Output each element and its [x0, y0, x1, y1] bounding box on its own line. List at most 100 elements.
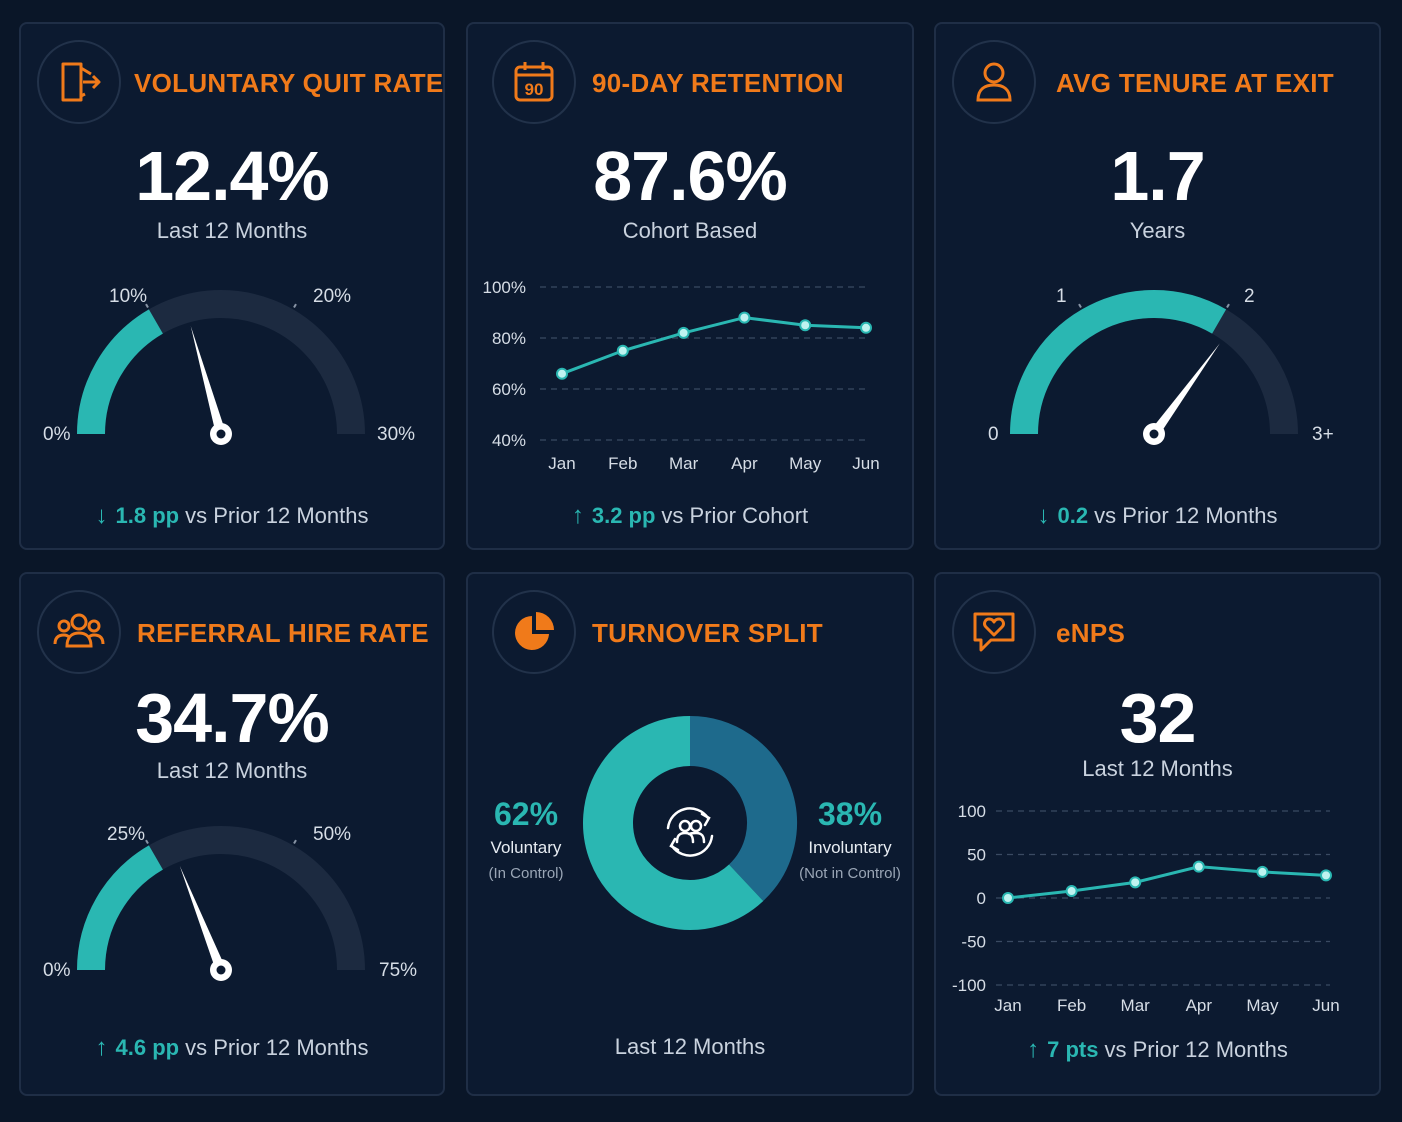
- people-group-icon: [37, 590, 121, 674]
- delta-text: vs Prior Cohort: [661, 503, 809, 528]
- gauge-hub-center: [1149, 429, 1159, 439]
- y-tick-label: 0: [977, 889, 986, 908]
- gauge-min-label: 0%: [43, 960, 71, 981]
- x-tick-label: May: [1246, 996, 1279, 1015]
- series-line: [561, 316, 867, 376]
- gauge-tick: [293, 839, 297, 845]
- x-tick-label: May: [789, 454, 822, 473]
- card-voluntary-quit-rate[interactable]: VOLUNTARY QUIT RATE 12.4% Last 12 Months…: [19, 22, 445, 550]
- data-point: [677, 326, 690, 339]
- metric-subtitle: Years: [1129, 218, 1186, 243]
- turnover-donut-chart: [583, 716, 797, 930]
- data-point: [860, 321, 872, 334]
- voluntary-percent: 62%: [493, 796, 559, 832]
- x-tick-label: Jun: [852, 454, 879, 473]
- card-title: VOLUNTARY QUIT RATE: [134, 68, 444, 98]
- gauge-max-label: 3+: [1312, 424, 1334, 445]
- gauge-tick-label: 1: [1056, 286, 1067, 307]
- gauge-max-label: 30%: [377, 424, 416, 445]
- delta-value: 1.8 pp: [115, 503, 180, 528]
- metric-value: 12.4%: [135, 137, 329, 215]
- metric-value: 34.7%: [135, 679, 329, 757]
- delta-value: 4.6 pp: [115, 1035, 180, 1060]
- card-title: TURNOVER SPLIT: [592, 618, 823, 648]
- y-tick-label: 80%: [492, 329, 526, 348]
- gauge-tick-label: 10%: [109, 286, 148, 307]
- card-title: eNPS: [1056, 618, 1126, 648]
- involuntary-sublabel: (Not in Control): [799, 865, 901, 882]
- refresh-people-icon: [658, 800, 722, 869]
- calendar-icon-text: 90: [525, 80, 544, 99]
- person-icon: [952, 40, 1036, 124]
- card-turnover-split[interactable]: TURNOVER SPLIT 62% Voluntary (In Control…: [466, 572, 914, 1096]
- x-tick-label: Jan: [994, 996, 1021, 1015]
- x-tick-label: Apr: [1186, 996, 1213, 1015]
- gauge-fill: [77, 845, 164, 971]
- period-footer: Last 12 Months: [614, 1034, 766, 1059]
- data-point: [738, 311, 751, 324]
- card-avg-tenure-at-exit[interactable]: AVG TENURE AT EXIT 1.7 Years 0 1 2 3+ ↓ 0…: [934, 22, 1381, 550]
- gauge-hub-center: [216, 965, 226, 975]
- series-line: [1007, 865, 1327, 900]
- gauge-hub-center: [216, 429, 226, 439]
- gauge-referral: [77, 826, 365, 981]
- calendar-90-icon: 90: [492, 40, 576, 124]
- y-tick-label: 60%: [492, 380, 526, 399]
- pie-chart-icon: [492, 590, 576, 674]
- gauge-fill: [77, 309, 164, 435]
- card-title: REFERRAL HIRE RATE: [137, 618, 429, 648]
- comparison-footer: ↓ 1.8 pp vs Prior 12 Months: [21, 502, 443, 530]
- gauge-tick: [145, 303, 149, 309]
- data-point: [556, 367, 568, 380]
- y-tick-label: 50: [967, 846, 986, 865]
- gauge-needle: [179, 865, 226, 972]
- x-tick-label: Mar: [669, 454, 699, 473]
- voluntary-label: Voluntary: [490, 838, 562, 857]
- x-tick-label: Apr: [731, 454, 758, 473]
- x-tick-label: Jan: [548, 454, 575, 473]
- gauge-needle: [1149, 343, 1220, 437]
- data-point: [1065, 885, 1078, 898]
- gauge-tick-label: 25%: [107, 824, 146, 845]
- retention-line-chart: 100% 80% 60% 40% Jan Feb Mar Apr May Jun: [483, 278, 880, 473]
- metric-value: 87.6%: [593, 137, 787, 215]
- x-tick-label: Feb: [1057, 996, 1086, 1015]
- card-90-day-retention[interactable]: 90 90-DAY RETENTION 87.6% Cohort Based 1…: [466, 22, 914, 550]
- card-enps[interactable]: eNPS 32 Last 12 Months 100 50 0 -50 -100 Jan F…: [934, 572, 1381, 1096]
- card-title: AVG TENURE AT EXIT: [1056, 68, 1334, 98]
- door-exit-icon: [37, 40, 121, 124]
- metric-value: 1.7: [1110, 137, 1205, 215]
- data-point: [1129, 876, 1142, 889]
- gauge-min-label: 0%: [43, 424, 71, 445]
- arrow-down-icon: ↓: [95, 502, 108, 529]
- gauge-tenure: [1010, 290, 1298, 445]
- card-referral-hire-rate[interactable]: REFERRAL HIRE RATE 34.7% Last 12 Months …: [19, 572, 445, 1096]
- arrow-down-icon: ↓: [1037, 502, 1050, 529]
- y-tick-label: 100: [958, 802, 986, 821]
- metric-subtitle: Last 12 Months: [1082, 756, 1233, 781]
- gauge-needle: [190, 326, 226, 436]
- x-tick-label: Feb: [608, 454, 637, 473]
- gauge-tick-label: 50%: [313, 824, 352, 845]
- delta-value: 0.2: [1057, 503, 1089, 528]
- data-point: [1320, 869, 1332, 882]
- data-point: [1002, 892, 1014, 904]
- delta-text: vs Prior 12 Months: [1094, 503, 1278, 528]
- voluntary-sublabel: (In Control): [488, 865, 564, 882]
- gauge-max-label: 75%: [379, 960, 418, 981]
- arrow-up-icon: ↑: [95, 1034, 108, 1061]
- y-tick-label: 100%: [483, 278, 526, 297]
- gauge-tick: [293, 303, 297, 309]
- donut-slice-involuntary: [689, 716, 797, 901]
- metric-subtitle: Cohort Based: [622, 218, 758, 243]
- metric-subtitle: Last 12 Months: [156, 758, 308, 783]
- data-point: [1192, 860, 1205, 873]
- delta-value: 7 pts: [1047, 1037, 1099, 1062]
- gauge-min-label: 0: [988, 424, 999, 445]
- chat-heart-icon: [952, 590, 1036, 674]
- involuntary-percent: 38%: [817, 796, 883, 832]
- delta-text: vs Prior 12 Months: [185, 1035, 369, 1060]
- y-tick-label: -100: [952, 976, 986, 995]
- data-point: [616, 344, 629, 357]
- x-tick-label: Jun: [1312, 996, 1339, 1015]
